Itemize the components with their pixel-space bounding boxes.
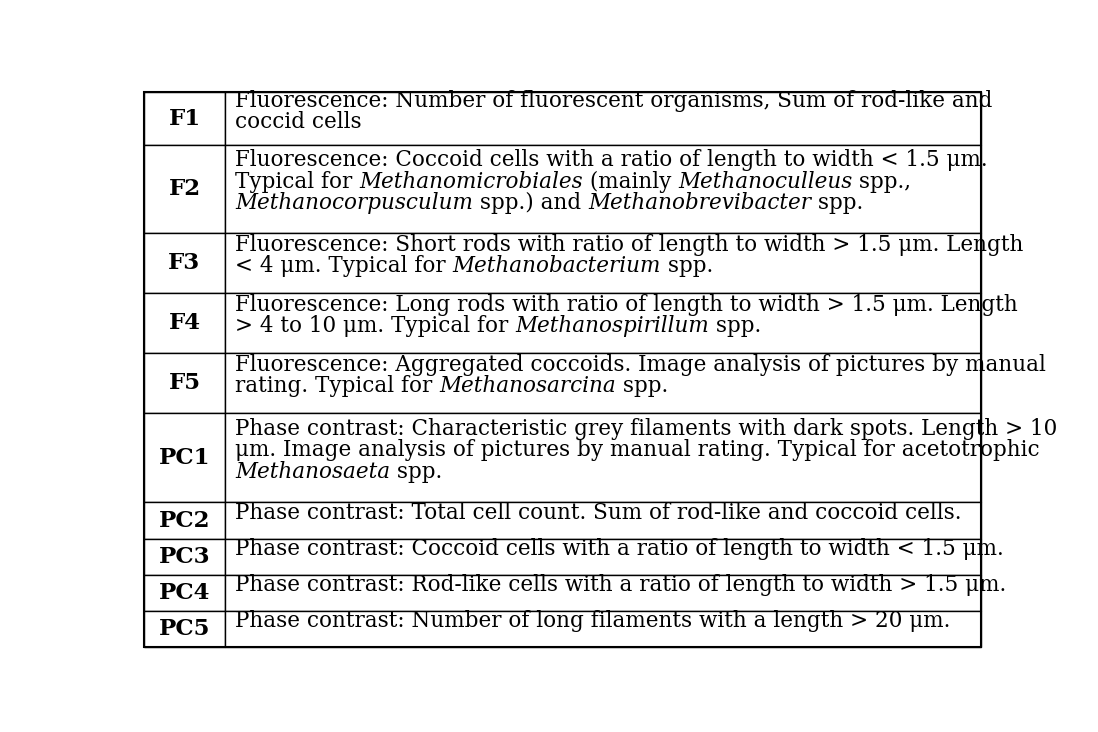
- Text: Phase contrast: Number of long filaments with a length > 20 μm.: Phase contrast: Number of long filaments…: [235, 610, 951, 632]
- Text: Phase contrast: Total cell count. Sum of rod-like and coccoid cells.: Phase contrast: Total cell count. Sum of…: [235, 502, 962, 524]
- Bar: [225, 610, 982, 647]
- Text: < 4 μm. Typical for: < 4 μm. Typical for: [235, 255, 452, 277]
- Text: Methanobacterium: Methanobacterium: [452, 255, 661, 277]
- Bar: [225, 502, 982, 539]
- Text: Fluorescence: Coccoid cells with a ratio of length to width < 1.5 μm.: Fluorescence: Coccoid cells with a ratio…: [235, 149, 988, 171]
- Text: PC2: PC2: [159, 509, 210, 531]
- Text: spp.: spp.: [390, 461, 442, 483]
- Text: F3: F3: [168, 252, 201, 274]
- Text: Fluorescence: Long rods with ratio of length to width > 1.5 μm. Length: Fluorescence: Long rods with ratio of le…: [235, 294, 1018, 315]
- Bar: [225, 539, 982, 575]
- Text: Phase contrast: Coccoid cells with a ratio of length to width < 1.5 μm.: Phase contrast: Coccoid cells with a rat…: [235, 538, 1004, 560]
- Text: F4: F4: [168, 312, 201, 334]
- Text: (mainly: (mainly: [583, 171, 679, 193]
- Text: Methanomicrobiales: Methanomicrobiales: [359, 171, 583, 193]
- Text: Methanosarcina: Methanosarcina: [439, 376, 616, 397]
- Bar: [144, 146, 225, 233]
- Text: spp.: spp.: [616, 376, 669, 397]
- Text: spp.: spp.: [709, 315, 761, 337]
- Text: PC5: PC5: [159, 618, 210, 640]
- Text: Phase contrast: Characteristic grey filaments with dark spots. Length > 10: Phase contrast: Characteristic grey fila…: [235, 418, 1057, 440]
- Text: F2: F2: [168, 178, 201, 200]
- Bar: [225, 146, 982, 233]
- Text: Methanosaeta: Methanosaeta: [235, 461, 390, 483]
- Text: Methanobrevibacter: Methanobrevibacter: [589, 192, 811, 214]
- Bar: [225, 575, 982, 610]
- Bar: [225, 353, 982, 414]
- Text: Fluorescence: Short rods with ratio of length to width > 1.5 μm. Length: Fluorescence: Short rods with ratio of l…: [235, 234, 1023, 255]
- Bar: [144, 610, 225, 647]
- Text: rating. Typical for: rating. Typical for: [235, 376, 439, 397]
- Bar: [225, 92, 982, 146]
- Text: coccid cells: coccid cells: [235, 111, 361, 133]
- Bar: [144, 353, 225, 414]
- Text: F1: F1: [168, 108, 201, 130]
- Text: Methanocorpusculum: Methanocorpusculum: [235, 192, 473, 214]
- Bar: [144, 539, 225, 575]
- Text: spp.) and: spp.) and: [473, 192, 589, 214]
- Bar: [144, 92, 225, 146]
- Bar: [144, 502, 225, 539]
- Bar: [225, 293, 982, 353]
- Text: Phase contrast: Rod-like cells with a ratio of length to width > 1.5 μm.: Phase contrast: Rod-like cells with a ra…: [235, 575, 1007, 597]
- Text: F5: F5: [168, 372, 201, 395]
- Text: PC1: PC1: [159, 447, 210, 469]
- Text: μm. Image analysis of pictures by manual rating. Typical for acetotrophic: μm. Image analysis of pictures by manual…: [235, 439, 1040, 461]
- Text: PC4: PC4: [159, 582, 210, 604]
- Bar: [144, 293, 225, 353]
- Text: > 4 to 10 μm. Typical for: > 4 to 10 μm. Typical for: [235, 315, 515, 337]
- Text: PC3: PC3: [159, 545, 211, 567]
- Text: Methanospirillum: Methanospirillum: [515, 315, 709, 337]
- Text: spp.: spp.: [811, 192, 863, 214]
- Text: spp.: spp.: [661, 255, 714, 277]
- Text: Typical for: Typical for: [235, 171, 359, 193]
- Bar: [144, 414, 225, 502]
- Text: spp.,: spp.,: [852, 171, 911, 193]
- Bar: [225, 233, 982, 293]
- Text: Methanoculleus: Methanoculleus: [679, 171, 852, 193]
- Text: Fluorescence: Number of fluorescent organisms, Sum of rod-like and: Fluorescence: Number of fluorescent orga…: [235, 89, 993, 112]
- Bar: [144, 575, 225, 610]
- Text: Fluorescence: Aggregated coccoids. Image analysis of pictures by manual: Fluorescence: Aggregated coccoids. Image…: [235, 354, 1046, 376]
- Bar: [225, 414, 982, 502]
- Bar: [144, 233, 225, 293]
